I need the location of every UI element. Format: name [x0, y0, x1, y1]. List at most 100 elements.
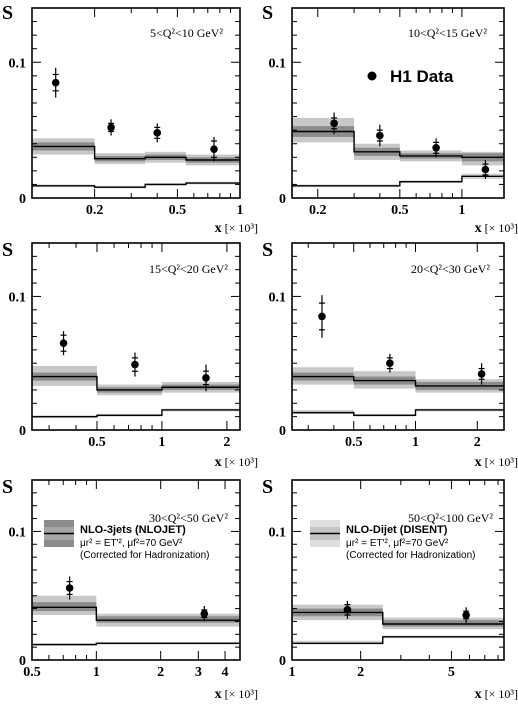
y-tick-label: 0.1 [269, 525, 287, 540]
y-axis-label: S [262, 2, 273, 24]
x-tick-label: 3 [195, 665, 202, 680]
data-point [330, 119, 338, 128]
y-tick-label: 0 [19, 654, 26, 669]
nlo3-line [32, 145, 240, 161]
x-tick-label: 0.5 [23, 665, 41, 680]
panel-title: 50<Q²<100 GeV² [408, 511, 493, 525]
dijet-legend-note: (Corrected for Hadronization) [346, 550, 476, 561]
x-axis-label: x [× 10³] [475, 687, 518, 702]
dijet-line [32, 409, 240, 418]
x-tick-label: 0.5 [88, 435, 106, 450]
y-tick-label: 0.1 [269, 290, 287, 305]
nlo3-line [32, 375, 240, 391]
x-axis-var: x [475, 687, 482, 702]
y-axis-label: S [2, 2, 13, 24]
plot-area [292, 295, 504, 417]
y-tick-label: 0 [279, 424, 286, 439]
panel-title: 5<Q²<10 GeV² [150, 26, 223, 40]
x-axis-unit: [× 10³] [485, 221, 518, 235]
data-point [153, 129, 162, 137]
data-point [432, 143, 440, 152]
data-point [51, 78, 60, 87]
x-tick-label: 0.5 [345, 435, 363, 450]
x-tick-label: 4 [222, 665, 229, 680]
x-tick-label: 1 [458, 203, 465, 218]
x-tick-label: 0.2 [86, 203, 104, 218]
x-tick-label: 0.5 [169, 203, 187, 218]
x-axis-unit: [× 10³] [225, 687, 258, 701]
x-tick-label: 0.5 [391, 203, 409, 218]
panel-q2-10-15: S 10<Q²<15 GeV² H1 Data x [× 10³] 0 0.1 0.… [262, 2, 518, 236]
x-axis-label: x [× 10³] [475, 221, 518, 236]
data-point [210, 145, 218, 153]
x-axis-label: x [× 10³] [215, 455, 258, 470]
x-tick-label: 2 [223, 435, 230, 450]
x-tick-label: 1 [412, 435, 419, 450]
x-axis-label: x [× 10³] [215, 687, 258, 702]
y-tick-label: 0.1 [9, 290, 27, 305]
x-tick-label: 1 [158, 435, 165, 450]
x-tick-label: 2 [474, 435, 481, 450]
x-axis-unit: [× 10³] [485, 687, 518, 701]
dijet-line [32, 182, 240, 188]
plot-area [292, 112, 504, 188]
panel-q2-15-20: S 15<Q²<20 GeV² x [× 10³] 0 0.1 0.5 1 2 [2, 239, 258, 470]
h1-legend-marker [367, 71, 377, 81]
data-point [59, 339, 68, 347]
nlo3-legend-note: (Corrected for Hadronization) [80, 550, 210, 561]
dijet-legend-title: NLO-Dijet (DISENT) [346, 524, 448, 536]
dijet-line [32, 642, 240, 646]
plot-area [32, 67, 240, 189]
panel-q2-5-10: S 5<Q²<10 GeV² x [× 10³] 0 0.1 0.2 0.5 1 [2, 2, 258, 236]
nlo3-line [292, 375, 504, 387]
x-tick-label: 1 [93, 665, 100, 680]
plot-area [32, 576, 240, 646]
dijet-legend-scales: μr² = ET'², μf²=70 GeV² [346, 538, 449, 549]
data-point [200, 609, 209, 618]
nlo3-line [292, 130, 504, 158]
data-point [107, 123, 115, 132]
y-tick-label: 0 [279, 192, 286, 207]
y-tick-label: 0 [19, 424, 26, 439]
panel-q2-20-30: S 20<Q²<30 GeV² x [× 10³] 0 0.1 0.5 1 2 [262, 239, 518, 470]
x-tick-label: 1 [289, 665, 296, 680]
plot-area [292, 600, 504, 645]
dijet-line [292, 636, 504, 644]
dijet-line [292, 409, 504, 417]
panel-title: 20<Q²<30 GeV² [411, 262, 490, 276]
data-point [481, 165, 490, 174]
nlo3-legend-scales: μr² = ET'², μf²=70 GeV² [80, 538, 183, 549]
data-point [318, 312, 326, 321]
y-tick-label: 0.1 [9, 56, 27, 71]
x-axis-label: x [× 10³] [475, 455, 518, 470]
data-point [462, 611, 470, 619]
plot-frame [291, 479, 505, 661]
y-tick-label: 0 [279, 654, 286, 669]
x-axis-var: x [475, 221, 482, 236]
h1-legend-label: H1 Data [390, 67, 454, 86]
panel-title: 10<Q²<15 GeV² [408, 26, 487, 40]
x-axis-unit: [× 10³] [225, 455, 258, 469]
y-tick-label: 0.1 [9, 525, 27, 540]
panel-q2-30-50: S 30<Q²<50 GeV² NLO-3jets (NLOJET) μr² =… [2, 476, 258, 702]
x-tick-label: 2 [157, 665, 164, 680]
panel-title: 15<Q²<20 GeV² [149, 262, 228, 276]
y-axis-label: S [262, 239, 273, 261]
plot-frame [31, 479, 241, 661]
data-point [131, 360, 139, 369]
y-axis-label: S [262, 476, 273, 498]
x-tick-label: 0.2 [309, 203, 327, 218]
data-point [376, 131, 384, 140]
y-axis-label: S [2, 476, 13, 498]
dijet-legend: NLO-Dijet (DISENT) μr² = ET'², μf²=70 Ge… [310, 520, 476, 561]
dijet-line [292, 175, 504, 187]
x-tick-label: 1 [237, 203, 244, 218]
x-axis-unit: [× 10³] [485, 455, 518, 469]
x-tick-label: 5 [448, 665, 455, 680]
panel-q2-50-100: S 50<Q²<100 GeV² NLO-Dijet (DISENT) μr² … [262, 476, 518, 702]
x-axis-var: x [215, 687, 222, 702]
nlo3-legend: NLO-3jets (NLOJET) μr² = ET'², μf²=70 Ge… [44, 520, 210, 561]
nlo3-line [32, 606, 240, 621]
y-axis-label: S [2, 239, 13, 261]
